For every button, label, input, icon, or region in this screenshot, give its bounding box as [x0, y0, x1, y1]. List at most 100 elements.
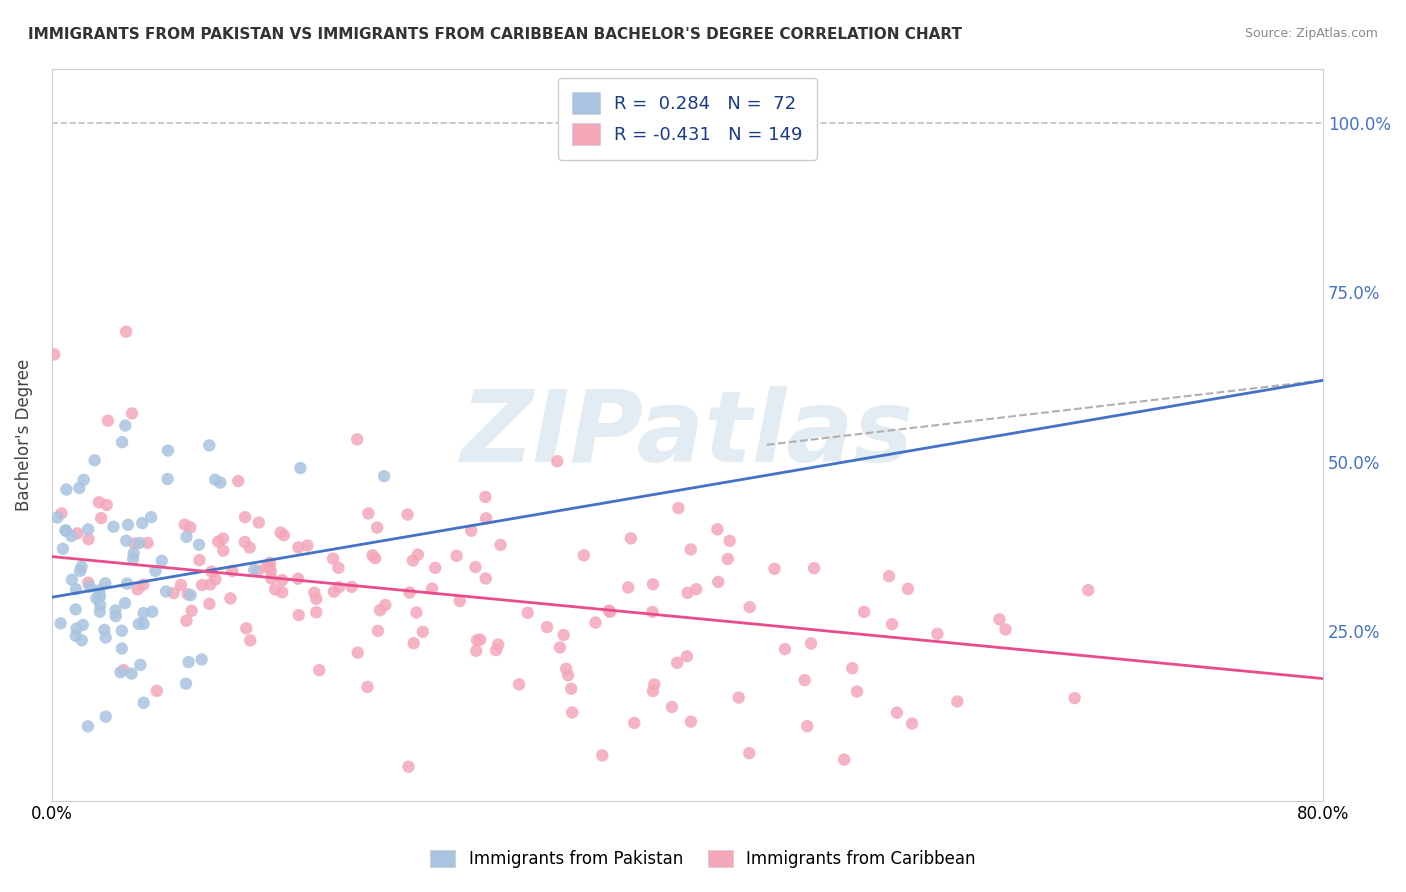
Point — [270, 525, 292, 540]
Point — [464, 560, 486, 574]
Point — [93, 623, 115, 637]
Point — [880, 617, 903, 632]
Point — [55, 524, 77, 538]
Point — [70, 559, 93, 574]
Point — [271, 573, 294, 587]
Point — [86, 591, 108, 606]
Point — [346, 646, 368, 660]
Point — [685, 582, 707, 597]
Point — [465, 633, 488, 648]
Point — [77, 522, 100, 536]
Point — [180, 604, 202, 618]
Point — [235, 621, 257, 635]
Point — [55, 524, 77, 538]
Point — [132, 616, 155, 631]
Point — [474, 572, 496, 586]
Point — [44, 347, 66, 361]
Point — [170, 578, 193, 592]
Point — [323, 584, 346, 599]
Point — [104, 603, 127, 617]
Point — [79, 580, 101, 594]
Point — [46, 510, 69, 524]
Point — [89, 589, 111, 603]
Point — [132, 606, 155, 620]
Point — [927, 627, 949, 641]
Point — [200, 565, 222, 579]
Point — [676, 649, 699, 664]
Point — [707, 574, 730, 589]
Point — [70, 633, 93, 648]
Point — [89, 605, 111, 619]
Point — [115, 576, 138, 591]
Point — [77, 719, 100, 733]
Point — [117, 517, 139, 532]
Point — [188, 553, 211, 567]
Point — [176, 530, 198, 544]
Point — [361, 549, 384, 563]
Point — [846, 684, 869, 698]
Point — [83, 453, 105, 467]
Point — [129, 657, 152, 672]
Point — [886, 706, 908, 720]
Point — [398, 760, 420, 774]
Point — [585, 615, 607, 630]
Point — [173, 517, 195, 532]
Point — [264, 582, 287, 597]
Point — [77, 532, 100, 546]
Point — [449, 594, 471, 608]
Point — [198, 438, 221, 452]
Point — [87, 495, 110, 509]
Point — [111, 624, 134, 638]
Point — [305, 591, 328, 606]
Point — [145, 564, 167, 578]
Text: IMMIGRANTS FROM PAKISTAN VS IMMIGRANTS FROM CARIBBEAN BACHELOR'S DEGREE CORRELAT: IMMIGRANTS FROM PAKISTAN VS IMMIGRANTS F… — [28, 27, 962, 42]
Point — [150, 554, 173, 568]
Point — [366, 520, 388, 534]
Point — [465, 644, 488, 658]
Point — [290, 461, 312, 475]
Point — [617, 581, 640, 595]
Point — [103, 520, 125, 534]
Point — [679, 714, 702, 729]
Point — [198, 597, 221, 611]
Point — [346, 433, 368, 447]
Point — [305, 605, 328, 619]
Point — [247, 516, 270, 530]
Point — [368, 603, 391, 617]
Point — [256, 560, 278, 574]
Point — [364, 551, 387, 566]
Point — [599, 605, 621, 619]
Point — [287, 541, 309, 555]
Point — [402, 636, 425, 650]
Point — [212, 532, 235, 546]
Point — [489, 538, 512, 552]
Point — [738, 746, 761, 760]
Point — [67, 481, 90, 495]
Point — [259, 559, 281, 574]
Point — [90, 511, 112, 525]
Point — [555, 662, 578, 676]
Point — [69, 564, 91, 578]
Point — [548, 640, 571, 655]
Point — [357, 507, 380, 521]
Point — [89, 583, 111, 598]
Point — [115, 325, 138, 339]
Point — [738, 600, 761, 615]
Point — [55, 483, 77, 497]
Point — [591, 748, 613, 763]
Point — [246, 564, 269, 578]
Point — [176, 614, 198, 628]
Point — [65, 602, 87, 616]
Point — [641, 577, 664, 591]
Point — [676, 586, 699, 600]
Point — [121, 407, 143, 421]
Point — [946, 694, 969, 708]
Point — [796, 719, 818, 733]
Point — [328, 561, 350, 575]
Point — [96, 498, 118, 512]
Point — [127, 582, 149, 597]
Point — [219, 591, 242, 606]
Point — [287, 608, 309, 623]
Point — [122, 547, 145, 561]
Legend: Immigrants from Pakistan, Immigrants from Caribbean: Immigrants from Pakistan, Immigrants fro… — [423, 843, 983, 875]
